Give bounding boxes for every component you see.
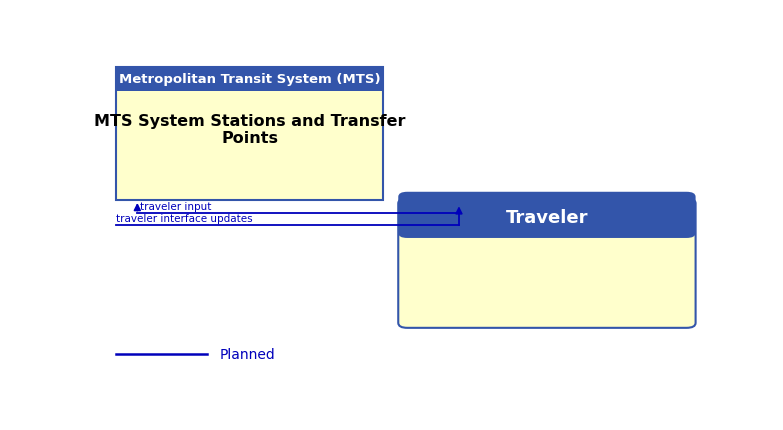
Text: Metropolitan Transit System (MTS): Metropolitan Transit System (MTS): [119, 73, 381, 86]
Bar: [116, 68, 383, 200]
Bar: [410, 221, 684, 232]
FancyBboxPatch shape: [399, 199, 695, 328]
Bar: [116, 68, 383, 91]
Text: Traveler: Traveler: [506, 208, 588, 226]
FancyBboxPatch shape: [399, 192, 695, 238]
Text: MTS System Stations and Transfer
Points: MTS System Stations and Transfer Points: [94, 114, 406, 146]
Text: Planned: Planned: [219, 347, 275, 362]
Text: traveler input: traveler input: [140, 201, 211, 211]
Text: traveler interface updates: traveler interface updates: [116, 213, 253, 224]
